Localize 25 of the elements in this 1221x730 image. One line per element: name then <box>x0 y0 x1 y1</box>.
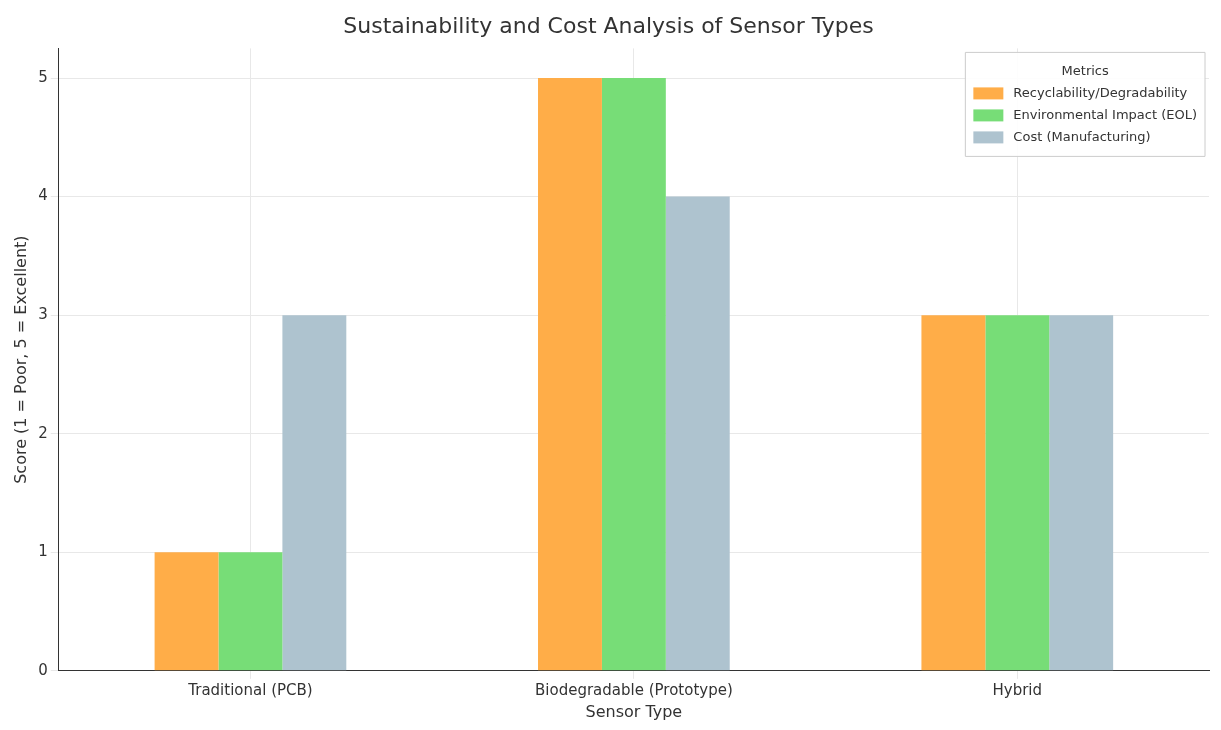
bar <box>665 196 730 671</box>
y-tick-label: 2 <box>38 423 48 442</box>
y-tick-label: 3 <box>38 305 48 324</box>
bar <box>154 552 219 671</box>
chart-title: Sustainability and Cost Analysis of Sensor Types <box>343 12 874 38</box>
legend-title: Metrics <box>1061 62 1109 78</box>
legend-label: Recyclability/Degradability <box>1013 84 1188 100</box>
bar <box>985 315 1050 671</box>
y-axis-title: Score (1 = Poor, 5 = Excellent) <box>10 235 30 484</box>
bar <box>538 78 602 671</box>
bar <box>218 552 283 671</box>
bar <box>921 315 986 671</box>
bar <box>282 315 347 671</box>
x-tick-label: Hybrid <box>992 680 1043 699</box>
y-tick-label: 5 <box>38 67 48 86</box>
y-tick-label: 1 <box>38 542 48 561</box>
legend-label: Cost (Manufacturing) <box>1013 128 1151 144</box>
bar <box>601 78 666 671</box>
x-tick-label: Biodegradable (Prototype) <box>535 680 733 699</box>
y-tick-label: 4 <box>38 186 48 205</box>
legend-label: Environmental Impact (EOL) <box>1013 106 1198 122</box>
bar <box>1049 315 1114 671</box>
x-tick-label: Traditional (PCB) <box>187 680 313 699</box>
y-tick-label: 0 <box>38 660 48 679</box>
x-axis-title: Sensor Type <box>585 701 683 721</box>
